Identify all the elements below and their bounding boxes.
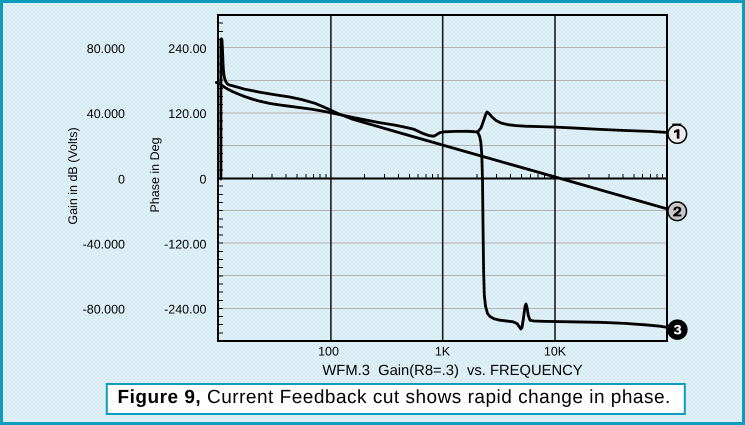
svg-text:-120.00: -120.00 — [164, 238, 206, 252]
svg-text:1K: 1K — [435, 345, 451, 359]
svg-text:0: 0 — [200, 172, 207, 186]
svg-text:40.000: 40.000 — [87, 107, 125, 121]
svg-text:80.000: 80.000 — [87, 42, 125, 56]
svg-text:240.00: 240.00 — [168, 42, 206, 56]
svg-text:Gain in dB (Volts): Gain in dB (Volts) — [66, 127, 80, 224]
svg-text:120.00: 120.00 — [168, 107, 206, 121]
svg-text:WFM.3 Gain(R8=.3) vs. FREQUE: WFM.3 Gain(R8=.3) vs. FREQUENCY — [322, 363, 582, 379]
svg-text:Figure 9, Current Feedback cut: Figure 9, Current Feedback cut shows rap… — [118, 387, 671, 408]
svg-text:10K: 10K — [544, 345, 567, 359]
svg-text:-240.00: -240.00 — [164, 303, 206, 317]
svg-text:-80.000: -80.000 — [83, 303, 125, 317]
svg-text:100: 100 — [318, 345, 339, 359]
svg-text:Phase in Deg: Phase in Deg — [148, 137, 162, 212]
svg-text:-40.000: -40.000 — [83, 238, 125, 252]
svg-text:0: 0 — [118, 172, 125, 186]
